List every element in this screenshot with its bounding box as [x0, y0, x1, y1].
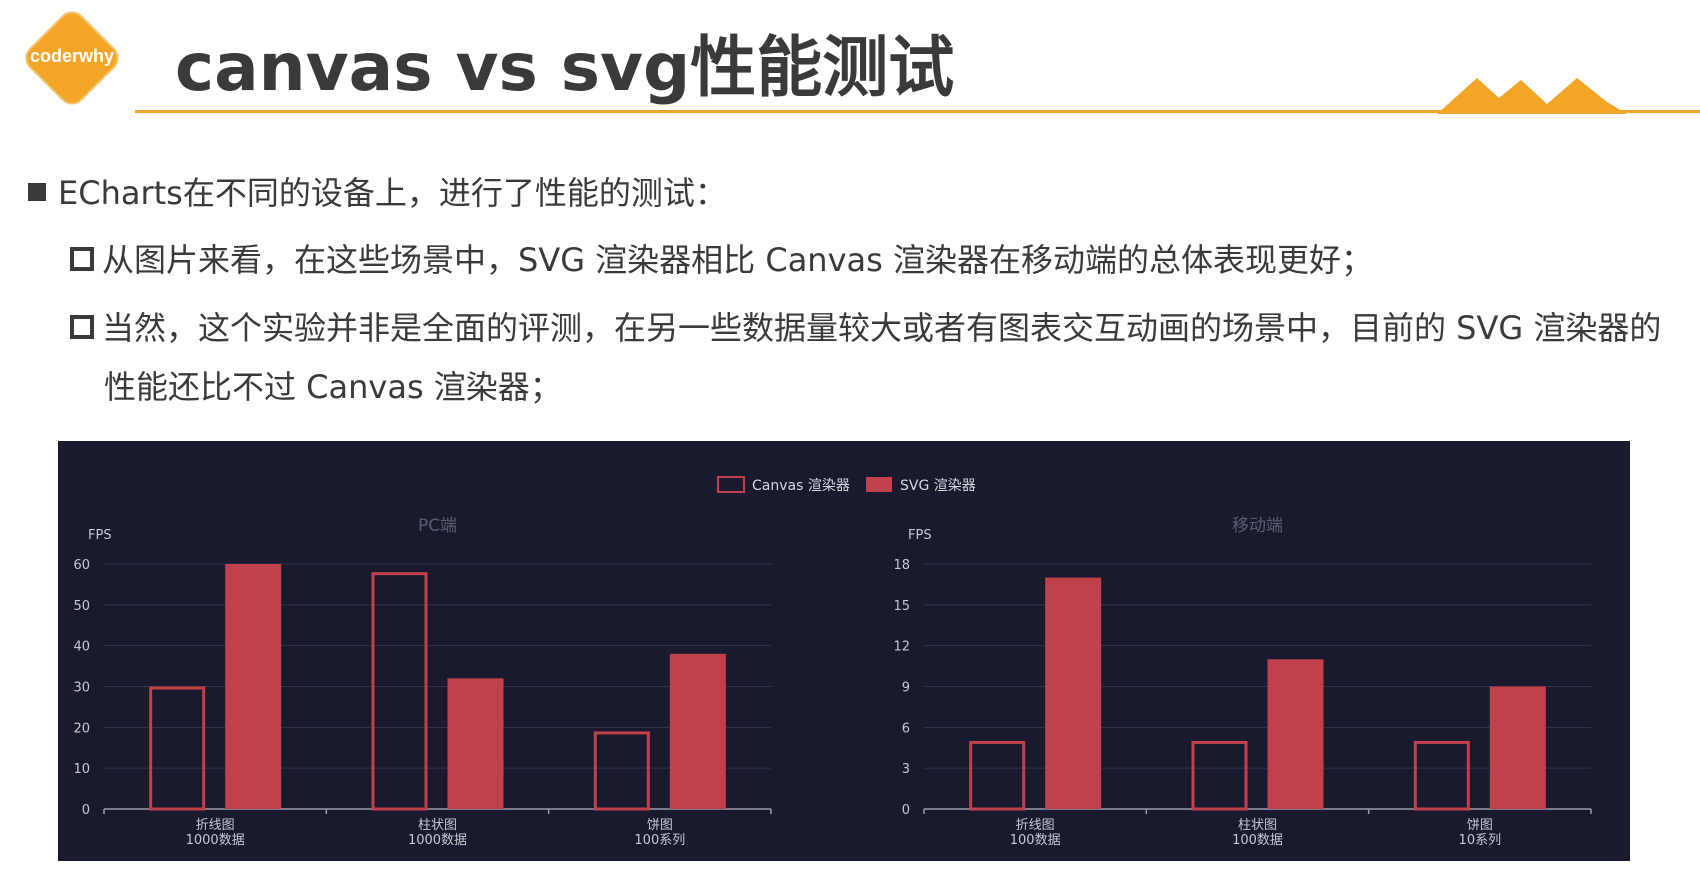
- y-tick-label: 0: [82, 803, 90, 818]
- x-tick-label: 柱状图: [418, 818, 457, 833]
- y-axis-label: FPS: [88, 528, 112, 543]
- chart-title: 移动端: [1232, 516, 1283, 536]
- sub-bullet-2-cont: 性能还比不过 Canvas 渲染器；: [104, 362, 562, 408]
- bar-canvas: [969, 740, 1026, 811]
- bar-svg: [669, 653, 726, 809]
- y-tick-label: 18: [893, 558, 910, 573]
- x-tick-label: 柱状图: [1238, 818, 1277, 833]
- y-tick-label: 30: [73, 681, 90, 696]
- y-tick-label: 60: [73, 558, 90, 573]
- bar-svg: [1267, 659, 1324, 809]
- bar-canvas: [371, 572, 428, 811]
- y-tick-label: 20: [73, 721, 90, 736]
- sub-bullet-2: 当然，这个实验并非是全面的评测，在另一些数据量较大或者有图表交互动画的场景中，目…: [70, 303, 1661, 349]
- x-tick-label: 100系列: [634, 833, 685, 848]
- bar-canvas: [1191, 740, 1248, 811]
- bullet-main: ECharts在不同的设备上，进行了性能的测试：: [28, 168, 727, 214]
- x-tick-label: 1000数据: [186, 833, 245, 848]
- x-tick-label: 折线图: [1016, 818, 1055, 833]
- bar-svg: [447, 678, 504, 809]
- bullet-square-icon: [28, 183, 46, 201]
- x-tick-label: 饼图: [647, 818, 673, 833]
- bar-svg: [225, 564, 282, 809]
- x-tick-label: 饼图: [1467, 818, 1493, 833]
- y-tick-label: 15: [893, 599, 910, 614]
- chart-svg: Canvas 渲染器 SVG 渲染器PC端FPS0102030405060折线图1…: [73, 476, 1592, 848]
- y-tick-label: 10: [73, 762, 90, 777]
- y-tick-label: 40: [73, 640, 90, 655]
- bar-canvas: [149, 686, 206, 811]
- x-tick-label: 100数据: [1232, 833, 1283, 848]
- logo: coderwhy: [22, 8, 122, 108]
- page-title: canvas vs svg性能测试: [175, 29, 955, 106]
- bullet-main-text: ECharts在不同的设备上，进行了性能的测试：: [58, 174, 727, 212]
- sub-bullet-2-cont-text: 性能还比不过 Canvas 渲染器；: [104, 368, 562, 406]
- logo-text: coderwhy: [29, 46, 115, 66]
- y-tick-label: 6: [902, 721, 910, 736]
- x-tick-label: 10系列: [1459, 833, 1502, 848]
- bar-svg: [1045, 577, 1102, 809]
- y-tick-label: 50: [73, 599, 90, 614]
- y-tick-label: 9: [902, 681, 910, 696]
- y-tick-label: 12: [893, 640, 910, 655]
- bar-canvas: [1413, 740, 1470, 811]
- title-rule: [135, 110, 1700, 113]
- hollow-square-icon: [70, 247, 94, 271]
- y-tick-label: 0: [902, 803, 910, 818]
- legend-label-canvas: Canvas 渲染器: [752, 478, 850, 494]
- bar-svg: [1489, 686, 1546, 809]
- hollow-square-icon: [70, 315, 94, 339]
- bar-canvas: [593, 731, 650, 811]
- chart-panel: Canvas 渲染器 SVG 渲染器 PC端 FPS 0 10 20 30 40 50 60 折线图 1…: [58, 441, 1630, 861]
- x-tick-label: 1000数据: [408, 833, 467, 848]
- chart-title: PC端: [418, 516, 457, 536]
- sub-bullet-2-text: 当然，这个实验并非是全面的评测，在另一些数据量较大或者有图表交互动画的场景中，目…: [102, 309, 1662, 347]
- legend-swatch-canvas: [717, 476, 745, 493]
- y-tick-label: 3: [902, 762, 910, 777]
- sub-bullet-1-text: 从图片来看，在这些场景中，SVG 渲染器相比 Canvas 渲染器在移动端的总体…: [102, 241, 1373, 279]
- x-tick-label: 折线图: [196, 818, 235, 833]
- x-tick-label: 100数据: [1010, 833, 1061, 848]
- legend-label-svg: SVG 渲染器: [900, 478, 976, 494]
- mountains-decoration: [1437, 78, 1627, 114]
- y-axis-label: FPS: [908, 528, 932, 543]
- legend-swatch-svg: [866, 477, 892, 492]
- sub-bullet-1: 从图片来看，在这些场景中，SVG 渲染器相比 Canvas 渲染器在移动端的总体…: [70, 235, 1373, 281]
